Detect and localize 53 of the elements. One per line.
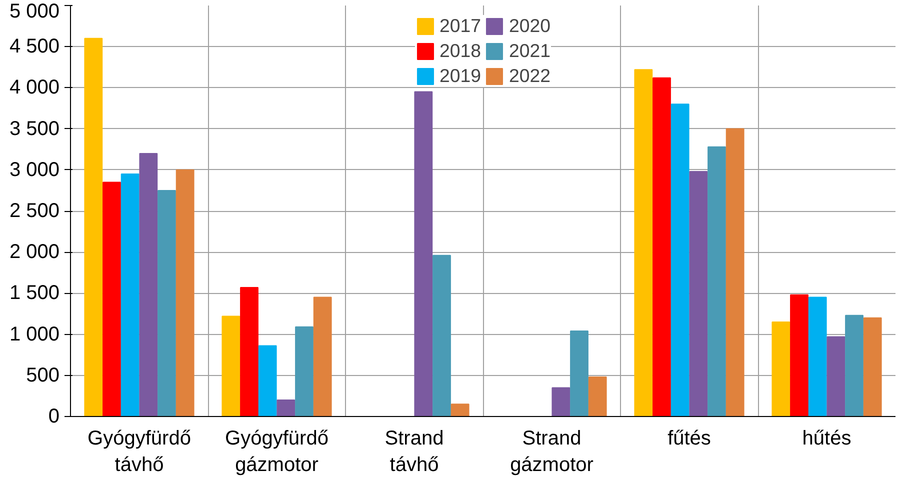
- bar: [726, 128, 744, 416]
- bar: [240, 286, 258, 416]
- bar: [450, 404, 470, 416]
- legend-label: 2021: [509, 40, 551, 62]
- bar: [652, 77, 671, 416]
- bar: [708, 146, 726, 416]
- bar: [84, 38, 103, 416]
- bar: [772, 321, 790, 416]
- bar: [570, 330, 588, 416]
- legend-label: 2020: [509, 15, 551, 37]
- bar: [790, 294, 808, 416]
- x-tick-label: Strand távhő: [384, 428, 444, 476]
- bar: [158, 190, 176, 416]
- bar: [588, 376, 607, 416]
- bar: [414, 91, 433, 416]
- legend-label: 2017: [439, 15, 481, 37]
- x-tick-label: Gyógyfürdő távhő: [88, 428, 191, 476]
- y-tick-label: 2 500: [9, 200, 60, 222]
- y-tick-label: 4 000: [9, 76, 60, 99]
- bar: [139, 152, 158, 416]
- y-tick-label: 4 500: [9, 36, 60, 58]
- y-tick-label: 3 500: [9, 118, 60, 140]
- y-tick-label: 3 000: [9, 158, 60, 181]
- y-tick-label: 1 500: [9, 282, 60, 304]
- x-tick-label: hűtés: [802, 428, 852, 450]
- x-tick-label: Gyógyfürdő gázmotor: [225, 428, 328, 476]
- y-tick-label: 1 000: [9, 323, 60, 346]
- bar: [102, 182, 121, 416]
- bar: [276, 400, 296, 416]
- bar: [120, 174, 140, 416]
- bar: [826, 336, 846, 416]
- bar: [863, 317, 882, 416]
- x-tick-label: fűtés: [668, 428, 711, 450]
- bar: [176, 169, 194, 416]
- bar: [634, 69, 653, 416]
- legend-label: 2022: [509, 65, 551, 87]
- x-tick-label: Strand gázmotor: [510, 428, 594, 476]
- bar: [222, 316, 240, 416]
- legend-label: 2018: [439, 40, 481, 62]
- bar: [258, 345, 277, 416]
- bar: [432, 254, 451, 416]
- bar: [808, 296, 827, 416]
- bar: [552, 387, 570, 416]
- y-tick-label: 2 000: [9, 241, 60, 264]
- y-tick-label: 0: [48, 406, 60, 428]
- bar: [845, 314, 864, 416]
- bar: [313, 296, 332, 416]
- y-tick-label: 5 000: [9, 0, 60, 22]
- legend-label: 2019: [439, 65, 481, 87]
- y-tick-label: 500: [26, 364, 60, 386]
- bar: [670, 104, 690, 416]
- bar: [295, 326, 314, 416]
- bar: [689, 171, 708, 416]
